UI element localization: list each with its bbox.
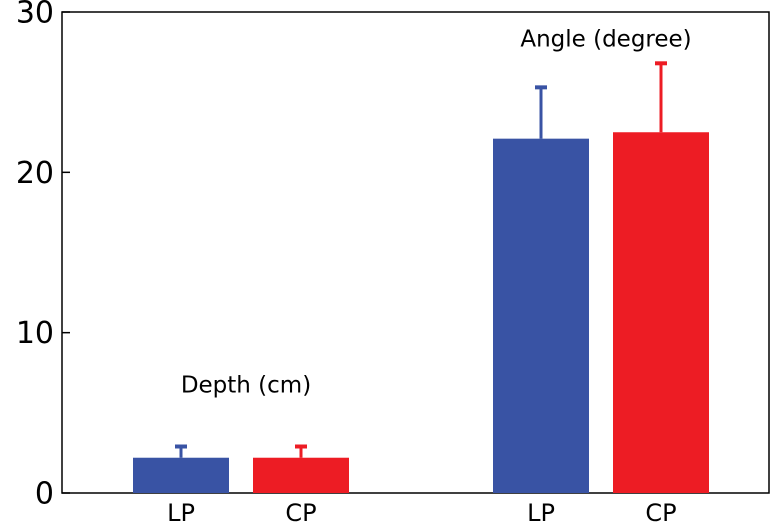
x-tick-label: LP xyxy=(167,499,195,527)
y-tick-label: 30 xyxy=(16,0,54,31)
category-label: Angle (degree) xyxy=(520,27,691,53)
y-tick-label: 20 xyxy=(16,156,54,191)
y-tick-label: 0 xyxy=(35,477,54,512)
bar xyxy=(493,138,589,493)
x-tick-label: CP xyxy=(285,499,316,527)
y-tick-label: 10 xyxy=(16,316,54,351)
category-label: Depth (cm) xyxy=(181,373,311,399)
x-tick-label: LP xyxy=(527,499,555,527)
bar xyxy=(613,132,709,493)
bar xyxy=(133,457,229,493)
x-tick-label: CP xyxy=(645,499,676,527)
bar xyxy=(253,457,349,493)
plot-frame xyxy=(61,11,770,494)
